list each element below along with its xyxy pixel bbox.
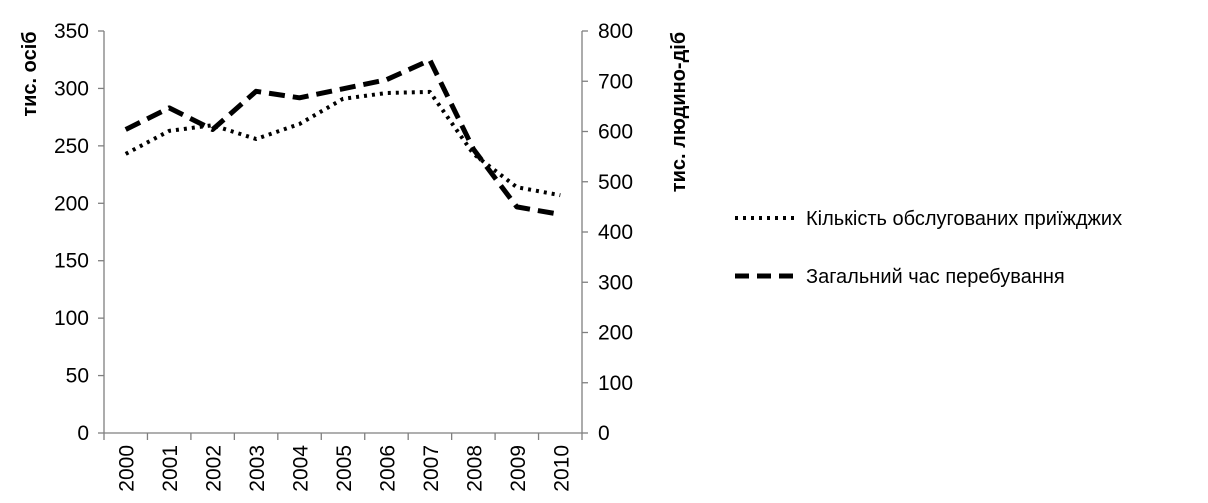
left-tick-label: 200 (54, 192, 89, 215)
legend-label-stay-time: Загальний час перебування (806, 266, 1065, 288)
x-tick-label: 2006 (376, 445, 399, 492)
x-tick-label: 2009 (507, 445, 530, 492)
x-tick-label: 2008 (463, 445, 486, 492)
x-tick-label: 2007 (420, 445, 443, 492)
right-tick-label: 800 (598, 20, 633, 43)
series-lines (124, 57, 561, 217)
x-tick-label: 2003 (246, 445, 269, 492)
x-axis-ticks: 2000 2001 2002 2003 2004 2005 2006 2007 2008 2009… (103, 433, 583, 492)
series-line-dashed (124, 57, 561, 217)
right-tick-label: 400 (598, 221, 633, 244)
right-tick-label: 700 (598, 70, 633, 93)
right-tick-label: 0 (598, 422, 610, 445)
left-tick-label: 0 (77, 422, 89, 445)
left-axis-ticks: 0 50 100 150 200 250 300 350 (54, 20, 104, 445)
right-tick-label: 500 (598, 171, 633, 194)
right-tick-label: 100 (598, 372, 633, 395)
legend-label-visitors: Кількість обслугованих приїжджих (806, 208, 1122, 230)
left-axis-title: тис. осіб (19, 31, 41, 116)
series-line-dotted (124, 89, 561, 198)
right-axis-title: тис. людино-діб (668, 32, 690, 192)
x-tick-label: 2001 (159, 445, 182, 492)
right-axis-ticks: 0 100 200 300 400 500 600 700 800 (582, 20, 633, 445)
left-tick-label: 300 (54, 77, 89, 100)
x-tick-label: 2002 (203, 445, 226, 492)
left-tick-label: 100 (54, 307, 89, 330)
x-tick-label: 2005 (333, 445, 356, 492)
x-tick-label: 2004 (290, 445, 313, 492)
right-tick-label: 300 (598, 271, 633, 294)
x-tick-label: 2000 (116, 445, 139, 492)
left-tick-label: 150 (54, 250, 89, 273)
x-tick-label: 2010 (550, 445, 573, 492)
legend: Кількість обслугованих приїжджих Загальн… (735, 208, 1122, 288)
left-tick-label: 50 (66, 365, 89, 388)
right-tick-label: 200 (598, 322, 633, 345)
left-tick-label: 250 (54, 135, 89, 158)
right-tick-label: 600 (598, 121, 633, 144)
left-tick-label: 350 (54, 20, 89, 43)
